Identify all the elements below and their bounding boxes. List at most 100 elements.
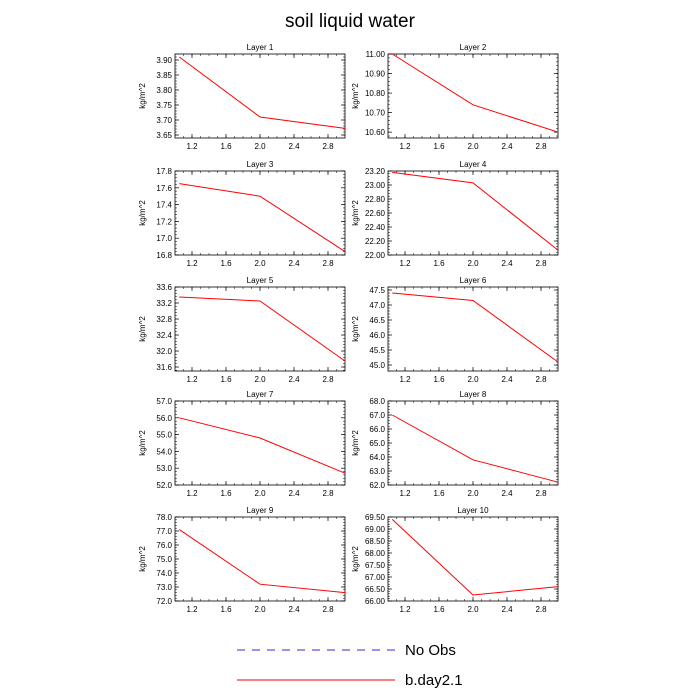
layer-1-ytick-label: 3.80 [156, 86, 172, 95]
layer-7-panel: Layer 7 kg/m^2 1.2 1.6 2.0 2.4 2.8 52.0 53.0 54.0… [138, 390, 346, 498]
layer-10-ylabel: kg/m^2 [351, 546, 360, 572]
layer-7-ytick-label: 53.0 [156, 464, 172, 473]
layer-4-plot-frame [387, 170, 559, 256]
layer-10-ytick-label: 66.00 [365, 597, 386, 606]
legend-series-label: b.day2.1 [405, 672, 463, 689]
layer-7-ytick-label: 56.0 [156, 414, 172, 423]
layer-9-ytick-label: 76.0 [156, 541, 172, 550]
layer-10-ytick-label: 67.00 [365, 573, 386, 582]
layer-7-xtick-label: 1.2 [186, 489, 198, 498]
layer-7-plot-frame [174, 400, 346, 486]
layer-2-title: Layer 2 [460, 43, 487, 52]
layer-5-ytick-label: 32.0 [156, 347, 172, 356]
layer-3-series-line [179, 183, 346, 253]
layer-3-xtick-label: 1.2 [186, 259, 198, 268]
layer-8-ytick-label: 68.0 [369, 397, 385, 406]
layer-2-ytick-label: 10.90 [365, 70, 386, 79]
layer-6-ytick-label: 45.5 [369, 346, 385, 355]
layer-8-panel: Layer 8 kg/m^2 1.2 1.6 2.0 2.4 2.8 62.0 63.0 64.0… [351, 390, 559, 498]
layer-2-panel: Layer 2 kg/m^2 1.2 1.6 2.0 2.4 2.8 10.60 10.70 10… [351, 43, 559, 151]
layer-10-ytick-label: 66.50 [365, 585, 386, 594]
layer-6-ytick-label: 47.5 [369, 286, 385, 295]
layer-3-panel: Layer 3 kg/m^2 1.2 1.6 2.0 2.4 2.8 16.8 17.0 17.2… [138, 160, 346, 268]
layer-8-xtick-label: 2.4 [501, 489, 513, 498]
layer-1-ytick-label: 3.90 [156, 56, 172, 65]
layer-5-ytick-label: 32.4 [156, 331, 172, 340]
layer-4-ytick-label: 22.60 [365, 209, 386, 218]
layer-6-xtick-label: 1.2 [399, 375, 411, 384]
layer-3-ytick-label: 17.6 [156, 184, 172, 193]
layer-2-xtick-label: 1.6 [433, 142, 445, 151]
layer-9-ytick-label: 74.0 [156, 569, 172, 578]
layer-7-xtick-label: 2.8 [322, 489, 334, 498]
layer-9-ytick-label: 78.0 [156, 513, 172, 522]
layer-9-xtick-label: 1.6 [220, 605, 232, 614]
layer-5-ytick-label: 31.6 [156, 363, 172, 372]
layer-7-xtick-label: 2.4 [288, 489, 300, 498]
layer-5-ytick-label: 33.6 [156, 283, 172, 292]
layer-2-ytick-label: 10.80 [365, 89, 386, 98]
layer-6-ytick-label: 47.0 [369, 301, 385, 310]
layer-7-xtick-label: 2.0 [254, 489, 266, 498]
layer-9-ylabel: kg/m^2 [138, 546, 147, 572]
layer-6-ytick-label: 46.0 [369, 331, 385, 340]
layer-8-ytick-label: 62.0 [369, 481, 385, 490]
layer-10-series-line [391, 519, 559, 596]
layer-5-xtick-label: 2.4 [288, 375, 300, 384]
layer-9-panel: Layer 9 kg/m^2 1.2 1.6 2.0 2.4 2.8 72.0 73.0 74.0… [138, 506, 346, 614]
layer-10-ytick-label: 69.50 [365, 513, 386, 522]
layer-8-ytick-label: 65.0 [369, 439, 385, 448]
layer-8-xtick-label: 1.6 [433, 489, 445, 498]
layer-3-xtick-label: 2.4 [288, 259, 300, 268]
layer-6-series-line [392, 292, 559, 363]
layer-3-ytick-label: 17.2 [156, 217, 172, 226]
layer-1-xtick-label: 1.6 [220, 142, 232, 151]
layer-7-xtick-label: 1.6 [220, 489, 232, 498]
layer-3-ytick-label: 17.4 [156, 201, 172, 210]
layer-4-ytick-label: 22.00 [365, 251, 386, 260]
layer-5-plot-frame [174, 286, 346, 372]
layer-4-panel: Layer 4 kg/m^2 1.2 1.6 2.0 2.4 2.8 22.00 22.20 22… [351, 160, 559, 268]
layer-8-xtick-label: 2.8 [535, 489, 547, 498]
layer-2-xtick-label: 2.8 [535, 142, 547, 151]
layer-1-ytick-label: 3.65 [156, 131, 172, 140]
layer-2-ylabel: kg/m^2 [351, 83, 360, 109]
layer-8-xtick-label: 1.2 [399, 489, 411, 498]
layer-2-ytick-label: 10.70 [365, 109, 386, 118]
layer-4-xtick-label: 1.2 [399, 259, 411, 268]
layer-4-title: Layer 4 [460, 160, 487, 169]
layer-9-plot-frame [174, 516, 346, 602]
layer-8-ytick-label: 66.0 [369, 425, 385, 434]
layer-1-panel: Layer 1 kg/m^2 1.2 1.6 2.0 2.4 2.8 3.65 3.70 3.75… [138, 43, 346, 151]
panels: Layer 1 kg/m^2 1.2 1.6 2.0 2.4 2.8 3.65 3.70 3.75… [138, 43, 559, 614]
layer-10-ytick-label: 67.50 [365, 561, 386, 570]
layer-9-ytick-label: 72.0 [156, 597, 172, 606]
layer-10-plot-frame [387, 516, 559, 602]
layer-3-plot-frame [174, 170, 346, 256]
layer-5-xtick-label: 1.2 [186, 375, 198, 384]
layer-8-series-line [392, 414, 559, 483]
layer-4-ytick-label: 22.40 [365, 223, 386, 232]
layer-6-xtick-label: 2.0 [467, 375, 479, 384]
layer-6-ytick-label: 46.5 [369, 316, 385, 325]
legend-no-obs-label: No Obs [405, 642, 456, 659]
layer-7-ylabel: kg/m^2 [138, 430, 147, 456]
layer-8-title: Layer 8 [460, 390, 487, 399]
layer-8-ytick-label: 67.0 [369, 411, 385, 420]
layer-5-ytick-label: 33.2 [156, 299, 172, 308]
layer-2-xtick-label: 2.0 [467, 142, 479, 151]
layer-2-series-line [392, 53, 559, 133]
layer-2-ytick-label: 11.00 [366, 50, 386, 59]
layer-8-ylabel: kg/m^2 [351, 430, 360, 456]
layer-8-ytick-label: 64.0 [369, 453, 385, 462]
chart-title: soil liquid water [285, 11, 416, 32]
layer-1-xtick-label: 2.0 [254, 142, 266, 151]
layer-6-plot-frame [387, 286, 559, 372]
layer-4-ytick-label: 22.80 [365, 195, 386, 204]
layer-9-xtick-label: 2.8 [322, 605, 334, 614]
layer-7-series-line [179, 417, 346, 474]
layer-9-xtick-label: 1.2 [186, 605, 198, 614]
layer-6-ytick-label: 45.0 [369, 361, 385, 370]
layer-4-ytick-label: 23.00 [365, 181, 386, 190]
layer-2-plot-frame [387, 53, 559, 139]
